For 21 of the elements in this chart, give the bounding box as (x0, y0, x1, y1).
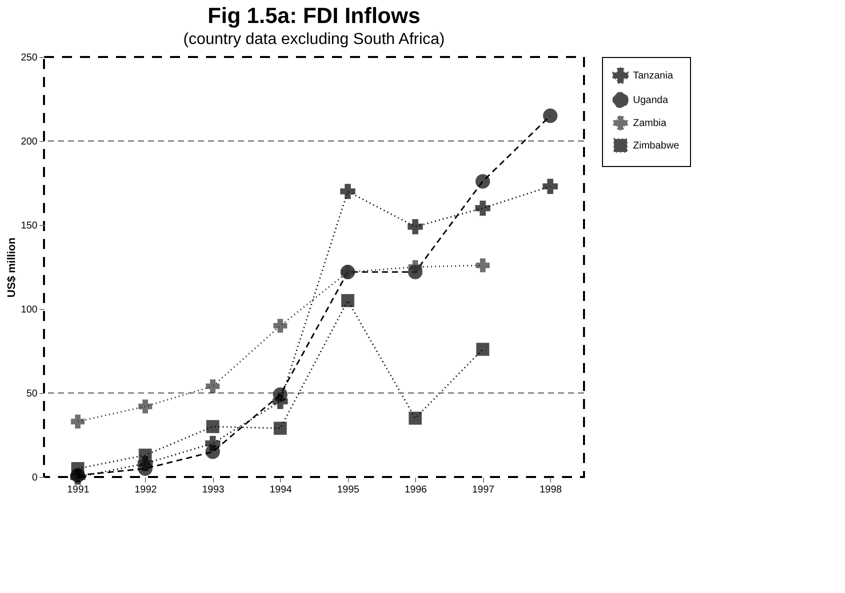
chart-title: Fig 1.5a: FDI Inflows (208, 3, 420, 28)
x-tick-label: 1995 (337, 484, 360, 496)
legend-label: Zambia (633, 118, 667, 129)
y-axis-title: US$ million (6, 237, 18, 298)
x-tick-label: 1994 (270, 484, 292, 496)
legend-label: Uganda (633, 95, 668, 106)
y-tick-label: 50 (26, 388, 38, 400)
legend-label: Zimbabwe (633, 140, 680, 152)
chart-subtitle: (country data excluding South Africa) (183, 31, 445, 48)
y-tick-label: 100 (20, 304, 38, 316)
x-tick-label: 1997 (472, 484, 495, 496)
y-tick-label: 150 (20, 220, 38, 232)
y-tick-label: 200 (20, 136, 38, 148)
legend-label: Tanzania (633, 70, 674, 82)
y-tick-label: 0 (32, 472, 38, 484)
y-tick-label: 250 (20, 52, 38, 64)
x-tick-label: 1998 (540, 484, 562, 496)
x-tick-label: 1991 (67, 484, 90, 496)
x-tick-label: 1993 (202, 484, 225, 496)
x-tick-label: 1996 (404, 484, 428, 496)
x-tick-label: 1992 (134, 484, 158, 496)
